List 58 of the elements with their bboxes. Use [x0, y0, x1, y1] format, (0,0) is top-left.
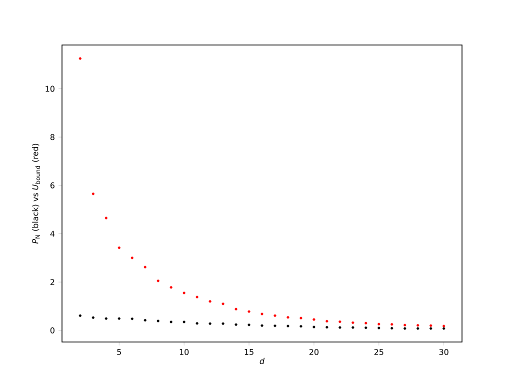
point	[78, 314, 82, 317]
point	[416, 327, 420, 330]
point	[156, 320, 160, 322]
point	[430, 327, 432, 330]
point	[404, 327, 406, 330]
point	[182, 320, 186, 324]
point	[92, 192, 94, 196]
point	[196, 322, 198, 325]
point	[208, 322, 212, 325]
point	[352, 326, 354, 329]
point	[234, 323, 238, 326]
point	[352, 321, 354, 324]
point	[338, 320, 342, 323]
point	[104, 317, 108, 320]
point	[156, 280, 160, 282]
point	[118, 246, 120, 250]
point	[170, 286, 172, 289]
point	[404, 324, 406, 326]
point	[300, 316, 302, 320]
point	[326, 326, 328, 329]
point	[286, 316, 290, 319]
point	[390, 326, 394, 330]
point	[234, 308, 238, 310]
point	[92, 316, 94, 319]
point	[130, 256, 134, 260]
point	[104, 216, 108, 220]
point	[274, 314, 276, 317]
point	[208, 300, 212, 303]
point	[442, 327, 446, 330]
point	[274, 324, 276, 328]
point	[78, 57, 82, 60]
point	[338, 326, 342, 329]
point	[416, 324, 420, 327]
point	[260, 312, 264, 316]
point	[378, 322, 380, 326]
point	[248, 324, 250, 326]
point	[364, 322, 368, 324]
point	[364, 326, 368, 330]
point	[390, 323, 394, 326]
point	[130, 318, 134, 320]
point	[222, 322, 224, 325]
point	[118, 317, 120, 320]
point	[248, 310, 250, 313]
point	[222, 302, 224, 306]
point	[196, 296, 198, 298]
point	[170, 320, 172, 324]
point	[144, 318, 146, 322]
point	[326, 320, 328, 323]
point	[182, 292, 186, 294]
point	[300, 324, 302, 328]
point	[144, 266, 146, 268]
point	[260, 324, 264, 327]
point	[378, 326, 380, 330]
point	[312, 326, 316, 328]
point	[312, 318, 316, 321]
point	[442, 324, 446, 328]
point	[286, 324, 290, 328]
point	[430, 324, 432, 327]
